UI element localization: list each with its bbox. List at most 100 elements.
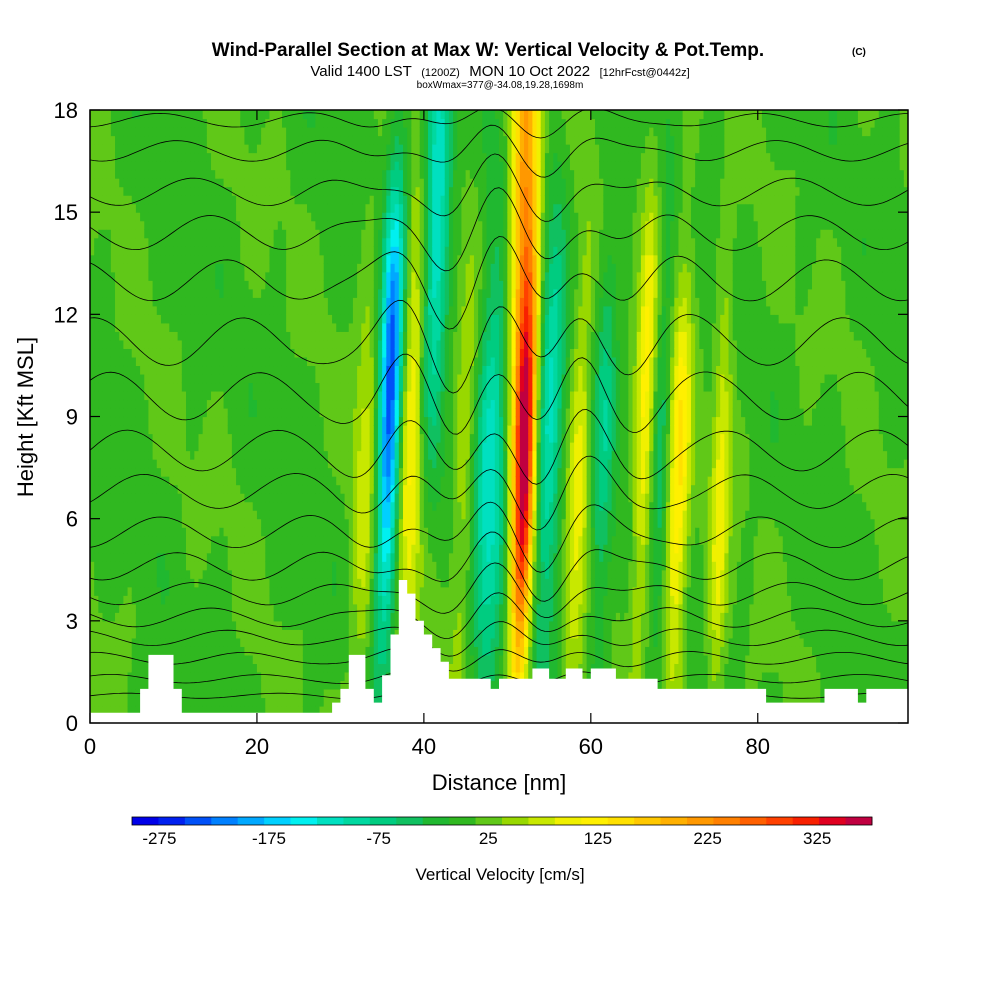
heatmap-cell	[323, 535, 329, 545]
heatmap-cell	[256, 373, 262, 384]
heatmap-cell	[256, 476, 262, 486]
heatmap-cell	[152, 348, 158, 358]
heatmap-cell	[244, 263, 250, 273]
heatmap-cell	[223, 263, 229, 273]
heatmap-cell	[219, 407, 225, 418]
heatmap-cell	[215, 569, 220, 579]
heatmap-cell	[119, 348, 124, 358]
heatmap-cell	[227, 603, 233, 613]
heatmap-cell	[369, 254, 375, 264]
heatmap-cell	[302, 544, 308, 554]
heatmap-cell	[332, 561, 337, 571]
heatmap-cell	[315, 288, 321, 298]
heatmap-cell	[90, 135, 95, 145]
heatmap-cell	[119, 373, 124, 384]
heatmap-cell	[240, 118, 246, 128]
heatmap-cell	[231, 161, 237, 171]
heatmap-cell	[252, 178, 258, 188]
heatmap-cell	[357, 297, 362, 307]
heatmap-cell	[357, 578, 362, 588]
heatmap-cell	[273, 195, 279, 205]
heatmap-cell	[152, 407, 158, 418]
heatmap-cell	[344, 254, 350, 264]
heatmap-cell	[281, 416, 287, 426]
heatmap-cell	[198, 297, 204, 307]
heatmap-cell	[307, 544, 312, 554]
heatmap-cell	[140, 484, 145, 494]
heatmap-cell	[185, 459, 191, 469]
heatmap-cell	[261, 220, 266, 230]
heatmap-cell	[244, 237, 250, 247]
heatmap-cell	[277, 552, 283, 562]
heatmap-cell	[269, 467, 275, 477]
heatmap-cell	[98, 263, 104, 273]
heatmap-cell	[281, 697, 287, 707]
heatmap-cell	[194, 186, 200, 196]
heatmap-cell	[269, 152, 275, 162]
heatmap-cell	[332, 595, 337, 605]
heatmap-cell	[307, 152, 312, 162]
heatmap-cell	[265, 152, 271, 162]
heatmap-cell	[102, 527, 108, 537]
heatmap-cell	[206, 220, 212, 230]
heatmap-cell	[231, 459, 237, 469]
heatmap-cell	[181, 314, 187, 324]
heatmap-cell	[361, 535, 367, 545]
heatmap-cell	[94, 280, 99, 290]
heatmap-cell	[185, 356, 191, 367]
heatmap-cell	[119, 110, 124, 120]
heatmap-cell	[227, 527, 233, 537]
heatmap-cell	[340, 433, 346, 443]
heatmap-cell	[290, 603, 296, 613]
heatmap-cell	[148, 399, 154, 409]
heatmap-cell	[123, 544, 129, 554]
heatmap-cell	[311, 195, 316, 205]
heatmap-cell	[198, 314, 204, 324]
heatmap-cell	[140, 544, 145, 554]
heatmap-cell	[252, 322, 258, 332]
heatmap-cell	[373, 578, 379, 588]
heatmap-cell	[227, 135, 233, 145]
heatmap-cell	[357, 493, 362, 503]
heatmap-cell	[206, 527, 212, 537]
heatmap-cell	[302, 416, 308, 426]
heatmap-cell	[215, 467, 220, 477]
heatmap-cell	[277, 680, 283, 690]
heatmap-cell	[98, 152, 104, 162]
heatmap-cell	[373, 459, 379, 469]
heatmap-cell	[110, 705, 116, 716]
heatmap-cell	[244, 595, 250, 605]
heatmap-cell	[307, 425, 312, 435]
heatmap-cell	[357, 339, 362, 349]
heatmap-cell	[152, 467, 158, 477]
heatmap-cell	[106, 697, 112, 707]
heatmap-cell	[198, 671, 204, 682]
heatmap-cell	[227, 382, 233, 392]
heatmap-cell	[148, 493, 154, 503]
heatmap-cell	[252, 646, 258, 656]
heatmap-cell	[215, 671, 220, 682]
heatmap-cell	[307, 561, 312, 571]
heatmap-cell	[340, 510, 346, 520]
heatmap-cell	[119, 382, 124, 392]
heatmap-cell	[369, 671, 375, 682]
heatmap-cell	[340, 254, 346, 264]
heatmap-cell	[102, 620, 108, 630]
heatmap-cell	[185, 399, 191, 409]
heatmap-cell	[223, 254, 229, 264]
heatmap-cell	[373, 237, 379, 247]
heatmap-cell	[156, 476, 162, 486]
heatmap-cell	[160, 254, 166, 264]
heatmap-cell	[131, 254, 137, 264]
heatmap-cell	[240, 314, 246, 324]
heatmap-cell	[106, 305, 112, 315]
heatmap-cell	[256, 390, 262, 401]
heatmap-cell	[369, 433, 375, 443]
heatmap-cell	[361, 407, 367, 418]
heatmap-cell	[298, 484, 304, 494]
heatmap-cell	[236, 484, 241, 494]
heatmap-cell	[361, 254, 367, 264]
heatmap-cell	[206, 612, 212, 622]
heatmap-cell	[169, 493, 175, 503]
heatmap-cell	[240, 518, 246, 528]
